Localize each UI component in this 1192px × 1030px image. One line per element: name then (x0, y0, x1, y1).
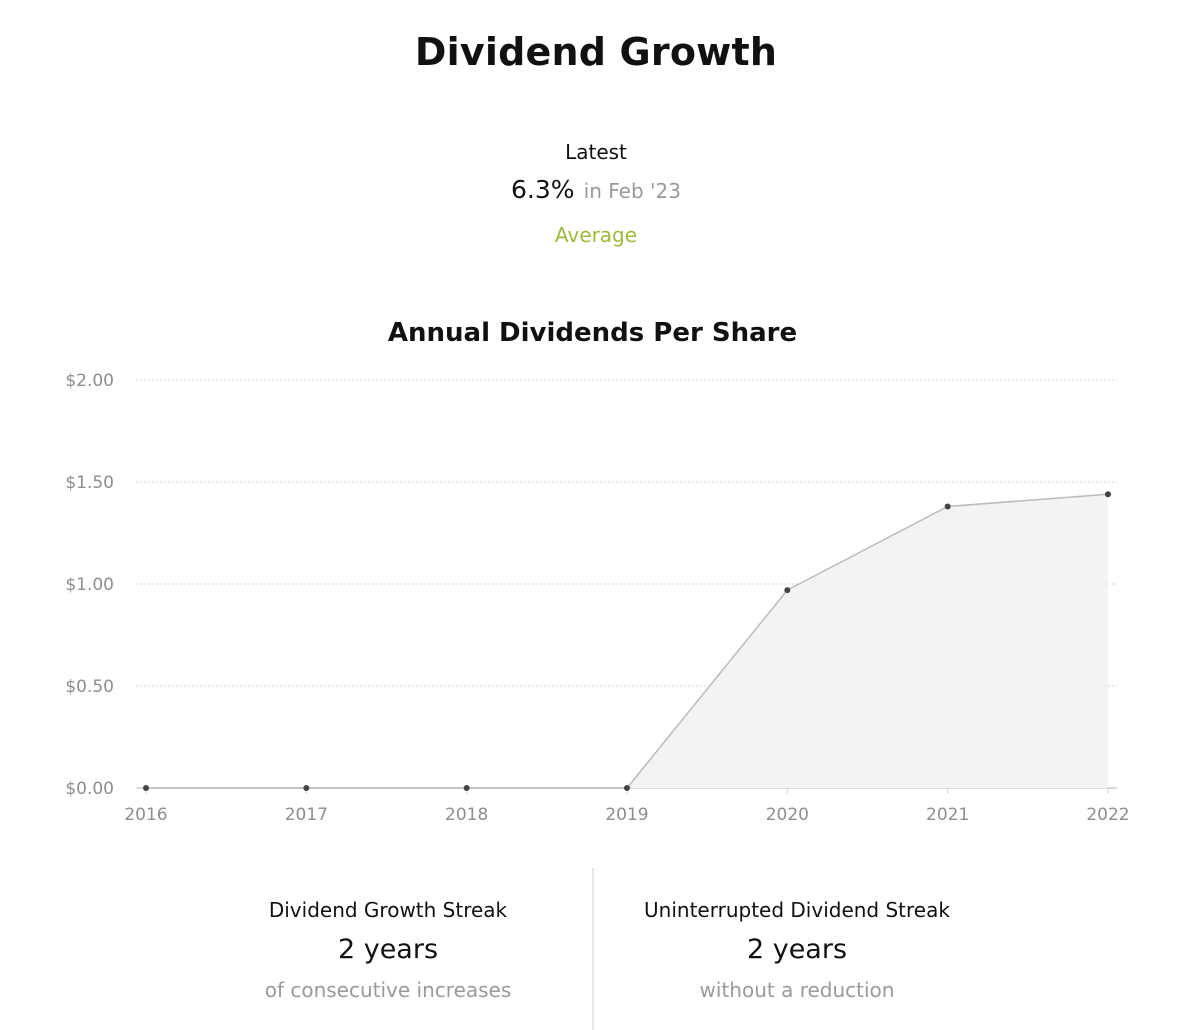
data-point (303, 785, 310, 791)
y-tick-label: $2.00 (65, 371, 114, 391)
y-tick-label: $0.50 (65, 677, 114, 697)
x-tick-label: 2021 (926, 805, 969, 825)
data-point (463, 785, 470, 791)
stat-value: 2 years (746, 934, 848, 965)
page-title: Dividend Growth (414, 30, 778, 74)
stats-divider (592, 868, 594, 1030)
dividend-growth-streak: Dividend Growth Streak 2 years of consec… (178, 896, 598, 1004)
latest-growth-rating: Average (554, 223, 638, 247)
x-tick-label: 2020 (766, 805, 809, 825)
stat-note: without a reduction (699, 978, 895, 1002)
y-tick-label: $0.00 (65, 779, 114, 799)
x-tick-label: 2022 (1086, 805, 1129, 825)
latest-growth-date: in Feb '23 (583, 179, 681, 203)
stat-title: Dividend Growth Streak (268, 898, 508, 922)
stat-value: 2 years (337, 934, 439, 965)
chart-title: Annual Dividends Per Share (387, 318, 798, 348)
latest-growth-value: 6.3% (511, 175, 575, 204)
latest-row: 6.3% in Feb '23 (0, 175, 1192, 204)
y-tick-label: $1.00 (65, 575, 114, 595)
area-fill (146, 494, 1108, 788)
uninterrupted-dividend-streak: Uninterrupted Dividend Streak 2 years wi… (587, 896, 1007, 1004)
x-tick-label: 2019 (605, 805, 648, 825)
data-point (624, 785, 630, 791)
x-tick-label: 2017 (285, 805, 328, 825)
data-point (1105, 491, 1111, 498)
data-point (784, 587, 791, 594)
stat-title: Uninterrupted Dividend Streak (644, 898, 950, 922)
x-tick-label: 2018 (445, 805, 488, 825)
stat-note: of consecutive increases (264, 978, 512, 1002)
annual-dividends-chart: $0.00 $0.50 $1.00 $1.50 $2.00 2016 2017 2018 201… (65, 371, 1129, 825)
latest-label: Latest (565, 140, 627, 164)
y-tick-label: $1.50 (65, 473, 114, 493)
data-point (143, 785, 149, 791)
data-point (944, 503, 951, 510)
x-tick-label: 2016 (124, 805, 167, 825)
